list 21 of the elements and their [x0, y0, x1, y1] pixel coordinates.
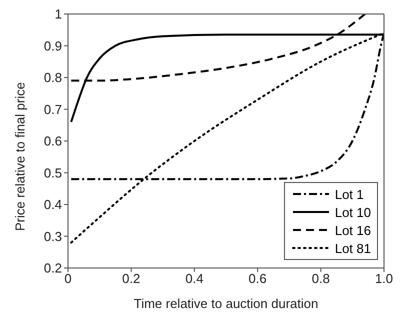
y-tick-label: 0.3 [44, 228, 62, 244]
y-tick-label: 0.9 [44, 38, 62, 54]
x-tick-label: 0.2 [122, 271, 140, 286]
y-tick-label: 0.8 [44, 70, 62, 86]
x-tick-label: 0 [64, 271, 72, 286]
legend-label: Lot 81 [334, 240, 371, 256]
x-axis-title: Time relative to auction duration [134, 296, 318, 311]
y-tick-label: 0.6 [44, 134, 62, 149]
x-tick-label: 0.8 [312, 271, 330, 286]
x-tick-label: 1.0 [374, 271, 394, 286]
legend-label: Lot 16 [334, 222, 371, 238]
x-tick-label: 0.6 [248, 271, 267, 286]
y-tick-label: 0.5 [44, 165, 62, 180]
y-tick-label: 0.2 [44, 260, 62, 276]
y-axis-title: Price relative to final price [12, 82, 28, 231]
y-tick-label: 0.4 [44, 197, 62, 212]
legend-label: Lot 10 [334, 204, 371, 220]
x-tick-label: 0.4 [185, 271, 204, 286]
y-tick-label: 0.7 [44, 102, 62, 117]
y-tick-label: 1 [54, 6, 62, 22]
legend-label: Lot 1 [334, 186, 364, 202]
